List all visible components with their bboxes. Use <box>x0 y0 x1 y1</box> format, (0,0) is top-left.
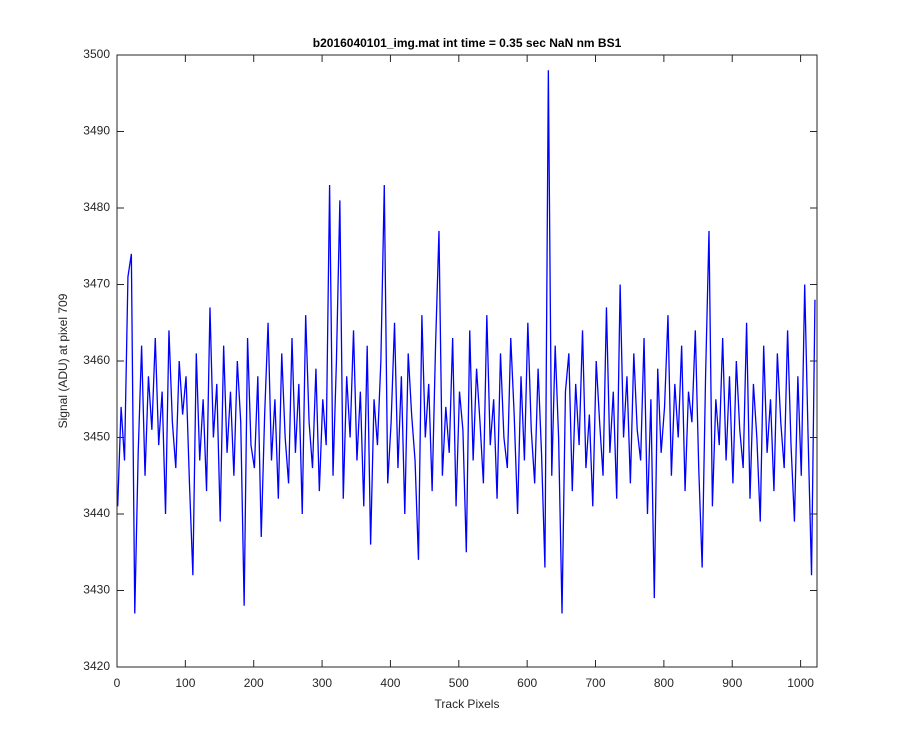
y-tick-label: 3490 <box>83 124 110 138</box>
x-tick-label: 700 <box>586 676 606 690</box>
y-tick-label: 3470 <box>83 277 110 291</box>
data-line <box>117 70 816 614</box>
y-tick-label: 3500 <box>83 47 110 61</box>
x-tick-label: 200 <box>244 676 264 690</box>
x-tick-label: 1000 <box>787 676 814 690</box>
x-tick-label: 600 <box>517 676 537 690</box>
x-tick-label: 800 <box>654 676 674 690</box>
x-tick-label: 300 <box>312 676 332 690</box>
chart-title: b2016040101_img.mat int time = 0.35 sec … <box>313 36 622 50</box>
x-tick-label: 0 <box>114 676 121 690</box>
y-axis-label: Signal (ADU) at pixel 709 <box>56 293 70 428</box>
x-tick-label: 500 <box>449 676 469 690</box>
y-tick-label: 3460 <box>83 353 110 367</box>
y-tick-label: 3420 <box>83 659 110 673</box>
y-tick-label: 3450 <box>83 430 110 444</box>
plot-area <box>117 55 817 667</box>
x-tick-label: 100 <box>175 676 195 690</box>
y-tick-label: 3430 <box>83 583 110 597</box>
x-axis-label: Track Pixels <box>435 697 500 711</box>
x-tick-label: 900 <box>722 676 742 690</box>
x-tick-label: 400 <box>380 676 400 690</box>
y-tick-label: 3480 <box>83 200 110 214</box>
y-tick-label: 3440 <box>83 506 110 520</box>
